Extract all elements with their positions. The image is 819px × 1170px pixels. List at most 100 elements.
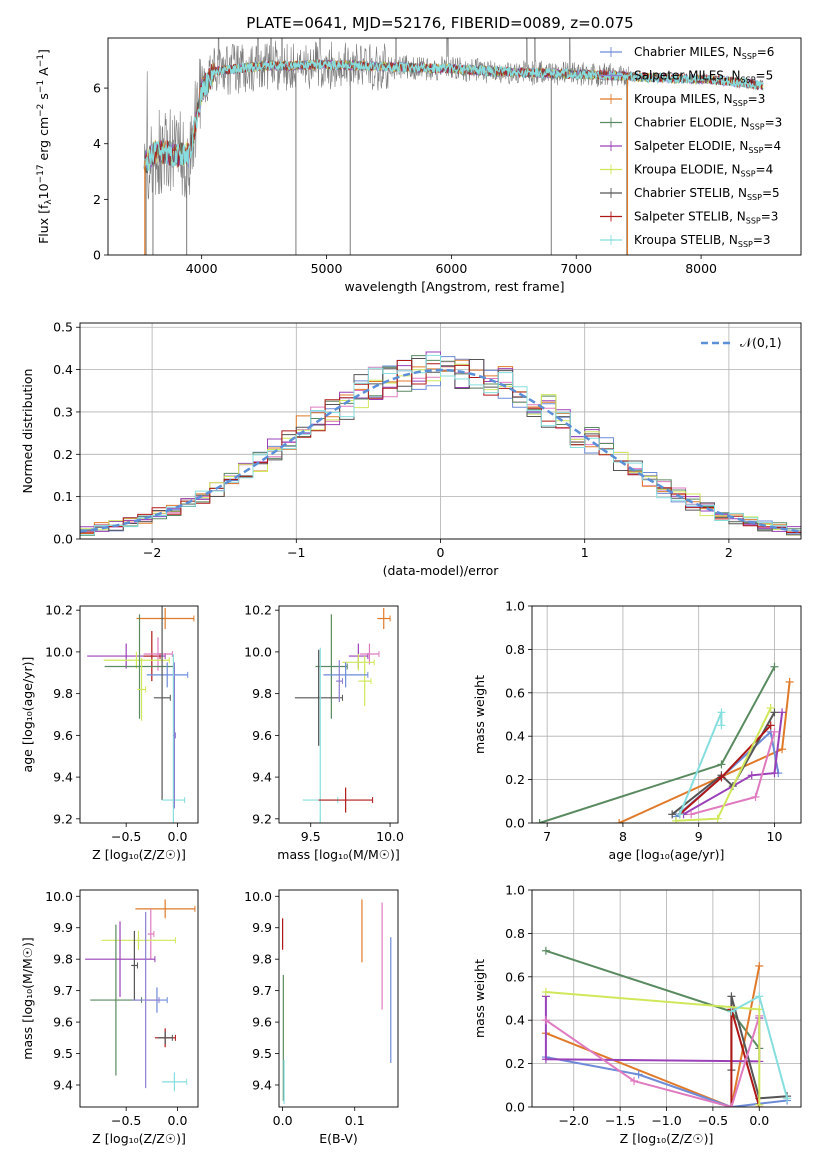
axes-frame [278, 889, 399, 1108]
legend-label: Chabrier MILES, NSSP=6 [634, 45, 774, 61]
axes-frame [79, 605, 199, 824]
y-axis-label-part: s [36, 93, 51, 104]
x-tick-label: −2 [143, 545, 161, 560]
y-tick-label: 9.4 [252, 1077, 272, 1092]
errorbar-point [359, 643, 380, 665]
legend-label-sub: SSP [747, 193, 762, 202]
x-tick-label: 9.5 [301, 829, 321, 844]
y-tick-label: 0.8 [505, 926, 525, 941]
errorbar-point [101, 930, 176, 950]
y-tick-label: 0.6 [505, 969, 525, 984]
errorbar-point [294, 649, 343, 746]
weight-series-line [545, 1015, 761, 1107]
y-tick-label: 9.6 [252, 728, 272, 743]
y-tick-label: 9.6 [53, 1015, 73, 1030]
y-tick-label: 10.2 [244, 603, 272, 618]
panels: 4000 5000 6000 7000 8000 0 2 4 6 wavelength [Angs… [20, 37, 802, 1146]
age_vs_mass-panel: 9.5 10.0 9.2 9.4 9.6 9.8 10.0 10.2 mass [log₁₀(M… [244, 603, 404, 862]
legend-label-text: Kroupa ELODIE, N [634, 163, 741, 177]
x-tick-label: −0.5 [698, 1113, 728, 1128]
y-axis-label: mass weight [472, 959, 487, 1038]
x-tick-label: 10.0 [376, 829, 404, 844]
legend-label: Salpeter STELIB, NSSP=3 [634, 210, 778, 226]
weight_vs_z-panel: −2.0 −1.5 −1.0 −0.5 0.0 0.0 0.2 0.4 0.6 0.8 1.0 Z [… [472, 883, 802, 1146]
x-tick-label: 8000 [685, 261, 717, 276]
legend-label-value: =4 [756, 163, 774, 177]
errorbar-point [131, 930, 138, 1001]
x-axis-label: mass [log₁₀(M/M☉)] [277, 847, 399, 862]
errorbar-point [162, 1072, 188, 1092]
y-axis-label-part: −1 [36, 80, 46, 93]
legend-label: Chabrier STELIB, NSSP=5 [634, 186, 780, 202]
legend-label-text: Salpeter ELODIE, N [634, 139, 748, 153]
x-tick-label: 0 [437, 545, 445, 560]
normal-curve [80, 368, 801, 533]
legend-label-text: Chabrier MILES, N [634, 45, 742, 59]
x-tick-label: −0.5 [111, 1113, 141, 1128]
axes-frame [278, 605, 399, 824]
y-tick-label: 9.9 [53, 920, 73, 935]
y-tick-label: 0.2 [505, 1056, 525, 1071]
y-tick-label: 0.4 [505, 1013, 525, 1028]
errorbar-point [132, 912, 160, 1089]
y-tick-label: 9.2 [252, 811, 272, 826]
axes-frame [107, 37, 802, 256]
errorbar-point [147, 908, 155, 960]
y-axis-label-part: −1 [36, 54, 46, 67]
y-tick-label: 0.2 [53, 447, 73, 462]
residuals-panel: −2 −1 0 1 2 0.0 0.1 0.2 0.3 0.4 0.5 (data-model)/er… [20, 320, 802, 578]
y-tick-label: 1.0 [505, 883, 525, 898]
errorbars [85, 899, 196, 1092]
legend-label-value: =4 [763, 139, 781, 153]
errorbar-point [85, 921, 156, 997]
legend-label-text: Salpeter STELIB, N [634, 210, 746, 224]
x-tick-label: 1 [581, 545, 589, 560]
axes-frame [531, 889, 802, 1108]
errorbar-point [103, 651, 170, 669]
mass_vs_ebv-panel: 0.0 0.1 9.4 9.5 9.6 9.7 9.8 9.9 10.0 E(B-V) [244, 889, 399, 1146]
x-axis-label: (data-model)/error [383, 563, 500, 578]
legend-label-value: =3 [753, 233, 771, 247]
y-axis-label-part: ] [36, 49, 51, 54]
errorbar-point [318, 787, 374, 813]
y-tick-label: 9.4 [53, 770, 73, 785]
errorbar-point [157, 1031, 173, 1045]
errorbar-point [342, 653, 375, 671]
errorbars [294, 608, 391, 823]
errorbar-point [358, 656, 372, 707]
legend-label-text: Chabrier ELODIE, N [634, 116, 750, 130]
y-tick-label: 4 [93, 136, 101, 151]
weight-lines [541, 946, 792, 1107]
y-axis-label-part: A [36, 67, 51, 80]
legend-label-sub: SSP [748, 146, 763, 155]
legend-label-sub: SSP [741, 170, 756, 179]
legend-label-value: =3 [748, 92, 766, 106]
y-tick-label: 9.8 [252, 952, 272, 967]
x-tick-label: 0.1 [345, 1113, 365, 1128]
x-tick-label: 6000 [435, 261, 467, 276]
y-tick-label: 2 [93, 192, 101, 207]
y-tick-label: 9.9 [252, 920, 272, 935]
legend-label-sub: SSP [733, 99, 748, 108]
legend-label: Chabrier ELODIE, NSSP=3 [634, 116, 782, 132]
errorbar-point [135, 899, 196, 919]
x-tick-label: 0.0 [168, 829, 188, 844]
x-tick-label: 0.0 [749, 1113, 769, 1128]
y-tick-label: 0.0 [505, 816, 525, 831]
y-tick-label: 0.5 [53, 320, 73, 335]
y-tick-label: 10.0 [45, 889, 73, 904]
y-tick-label: 0 [93, 248, 101, 263]
errorbar-point [136, 608, 195, 629]
errorbar-point [153, 606, 171, 801]
legend-label-value: =6 [757, 45, 775, 59]
weight-lines [535, 662, 794, 823]
y-axis-label: age [log₁₀(age/yr)] [20, 657, 35, 773]
axes-frame [79, 322, 802, 540]
legend-label: Kroupa MILES, NSSP=3 [634, 92, 765, 108]
y-tick-label: 10.2 [45, 603, 73, 618]
y-tick-label: 9.5 [53, 1046, 73, 1061]
y-tick-label: 9.6 [53, 728, 73, 743]
legend-label-text: Kroupa MILES, N [634, 92, 733, 106]
x-axis-label: Z [log₁₀(Z/Z☉)] [92, 1131, 186, 1146]
legend-label-sub: SSP [750, 123, 765, 132]
